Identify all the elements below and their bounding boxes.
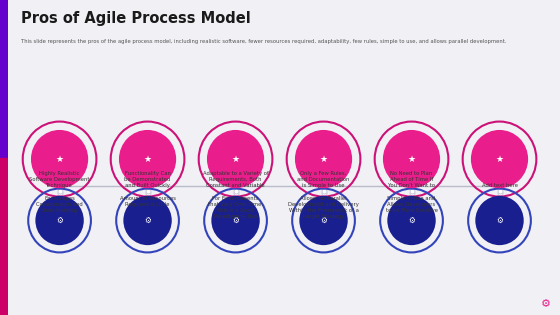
Ellipse shape <box>123 196 172 245</box>
Text: ★: ★ <box>408 155 416 163</box>
Text: ⚙: ⚙ <box>232 216 239 225</box>
Text: ⚙: ⚙ <box>320 216 327 225</box>
Text: ★: ★ <box>231 155 240 163</box>
Text: ★: ★ <box>319 155 328 163</box>
Bar <box>0 0 8 158</box>
Text: Simple to Use and
Allows Developers
to be More Creative: Simple to Use and Allows Developers to b… <box>385 196 437 213</box>
Text: ★: ★ <box>496 155 503 163</box>
Ellipse shape <box>300 196 348 245</box>
Text: Highly Realistic
Software Development
Technique: Highly Realistic Software Development Te… <box>29 171 90 188</box>
Text: ⚙: ⚙ <box>542 299 551 309</box>
Text: Pros of Agile Process Model: Pros of Agile Process Model <box>21 11 251 26</box>
Text: Encourages
Collaboration and
Cross-training: Encourages Collaboration and Cross-train… <box>36 196 83 213</box>
Text: This slide represents the pros of the agile process model, including realistic s: This slide represents the pros of the ag… <box>21 39 507 44</box>
Text: ⚙: ⚙ <box>408 216 415 225</box>
Text: ⚙: ⚙ <box>144 216 151 225</box>
Ellipse shape <box>388 196 436 245</box>
Text: Allows for Parallel
Development and Delivery
Within the Framework of a
Larger St: Allows for Parallel Development and Deli… <box>288 196 359 220</box>
Ellipse shape <box>35 196 84 245</box>
Ellipse shape <box>295 130 352 188</box>
Text: For Environments
that Vary Over Time,
this is a Good
Paradigm to Use: For Environments that Vary Over Time, th… <box>208 196 263 220</box>
Ellipse shape <box>475 196 524 245</box>
Ellipse shape <box>383 130 440 188</box>
Ellipse shape <box>31 130 88 188</box>
Ellipse shape <box>119 130 176 188</box>
Ellipse shape <box>207 130 264 188</box>
Ellipse shape <box>211 196 260 245</box>
Text: ★: ★ <box>143 155 152 163</box>
Text: ★: ★ <box>55 155 64 163</box>
Text: Amount of Resources
Required is Little: Amount of Resources Required is Little <box>120 196 176 207</box>
Text: Add text here: Add text here <box>482 183 517 188</box>
Ellipse shape <box>471 130 528 188</box>
Text: ⚙: ⚙ <box>496 216 503 225</box>
Text: Adaptable to a Variety of
Requirements, Both
Constant and Variable: Adaptable to a Variety of Requirements, … <box>203 171 268 188</box>
Text: Functionality Can
be Demonstrated
and Built Quickly: Functionality Can be Demonstrated and Bu… <box>124 171 171 188</box>
Bar <box>0 158 8 315</box>
Text: Only a Few Rules,
and Documentation
is Simple to Use: Only a Few Rules, and Documentation is S… <box>297 171 350 188</box>
Text: ⚙: ⚙ <box>56 216 63 225</box>
Text: No Need to Plan
Ahead of Time If
You Don’t Want to: No Need to Plan Ahead of Time If You Don… <box>388 171 435 188</box>
